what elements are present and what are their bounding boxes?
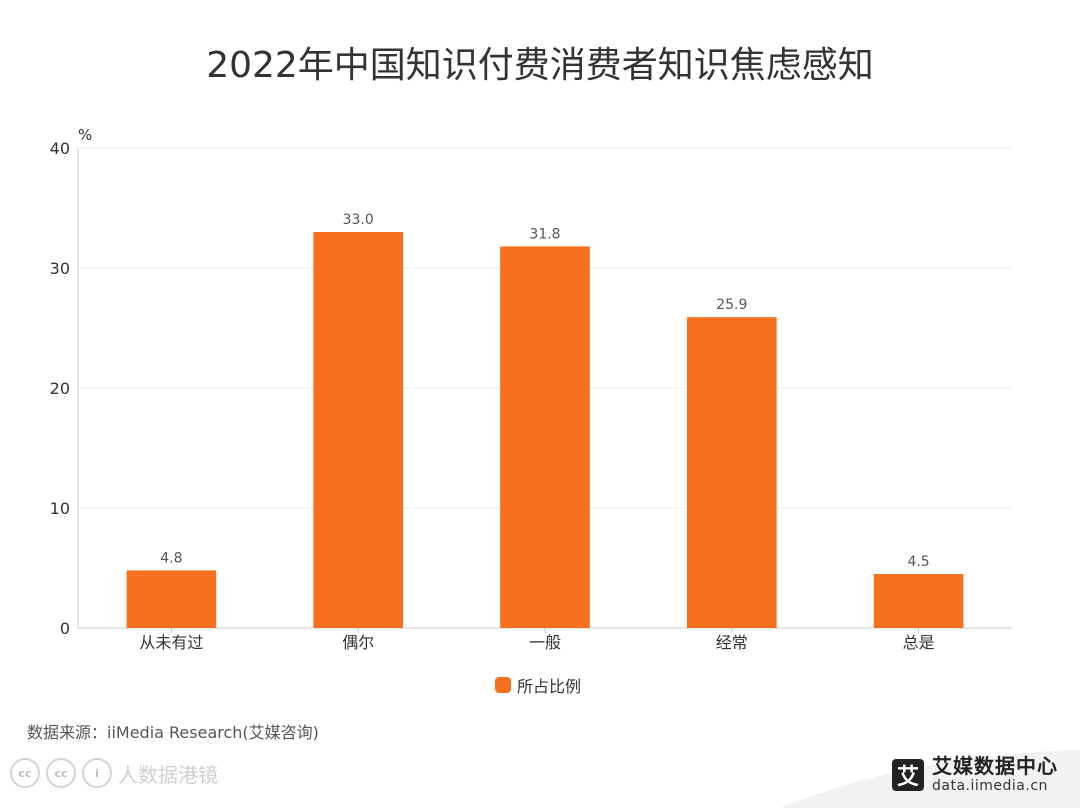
legend[interactable]: 所占比例 [495, 674, 581, 696]
bar [313, 232, 404, 628]
x-tick-label: 一般 [529, 633, 561, 652]
cc-icon: cc [46, 758, 76, 788]
y-tick-label: 0 [60, 619, 70, 638]
brand-logo: 艾 [892, 758, 924, 791]
y-tick-label: 20 [50, 379, 70, 398]
y-tick-label: 10 [50, 499, 70, 518]
x-tick-label: 从未有过 [139, 633, 203, 652]
data-label: 25.9 [716, 297, 747, 313]
data-label: 4.5 [907, 554, 929, 570]
labels: 0 10 20 30 40% 4.8 从未有过 33.0 偶尔 31.8 一般 25.9 经常 4.5 总是 [50, 126, 935, 652]
data-label: 33.0 [343, 212, 374, 228]
footer-decoration [780, 750, 1080, 808]
data-source: 数据来源：iiMedia Research(艾媒咨询) [27, 723, 319, 742]
brand-name: 艾媒数据中心 [932, 754, 1058, 778]
bar [500, 246, 590, 628]
watermark-text: 人数据港镜 [118, 762, 218, 787]
x-tick-label: 总是 [903, 633, 935, 652]
chart-title: 2022年中国知识付费消费者知识焦虑感知 [206, 45, 874, 86]
x-tick-label: 偶尔 [342, 633, 374, 652]
bar [873, 574, 964, 628]
brand: 艾 艾媒数据中心 data.iimedia.cn [892, 756, 1058, 793]
bar [126, 570, 217, 628]
x-tick-label: 经常 [716, 633, 748, 652]
y-tick-label: 30 [50, 259, 70, 278]
legend-label: 所占比例 [517, 677, 582, 696]
bars [126, 232, 964, 628]
y-tick-label: 40 [50, 139, 70, 158]
legend-swatch [495, 677, 511, 693]
y-axis-unit: % [78, 126, 92, 144]
watermark: cc cc i 人数据港镜 [10, 758, 218, 788]
data-label: 31.8 [529, 226, 560, 242]
cc-icon: cc [10, 758, 40, 788]
brand-url: data.iimedia.cn [932, 778, 1048, 794]
bar [686, 317, 777, 628]
data-label: 4.8 [160, 550, 182, 566]
person-icon: i [82, 758, 112, 788]
